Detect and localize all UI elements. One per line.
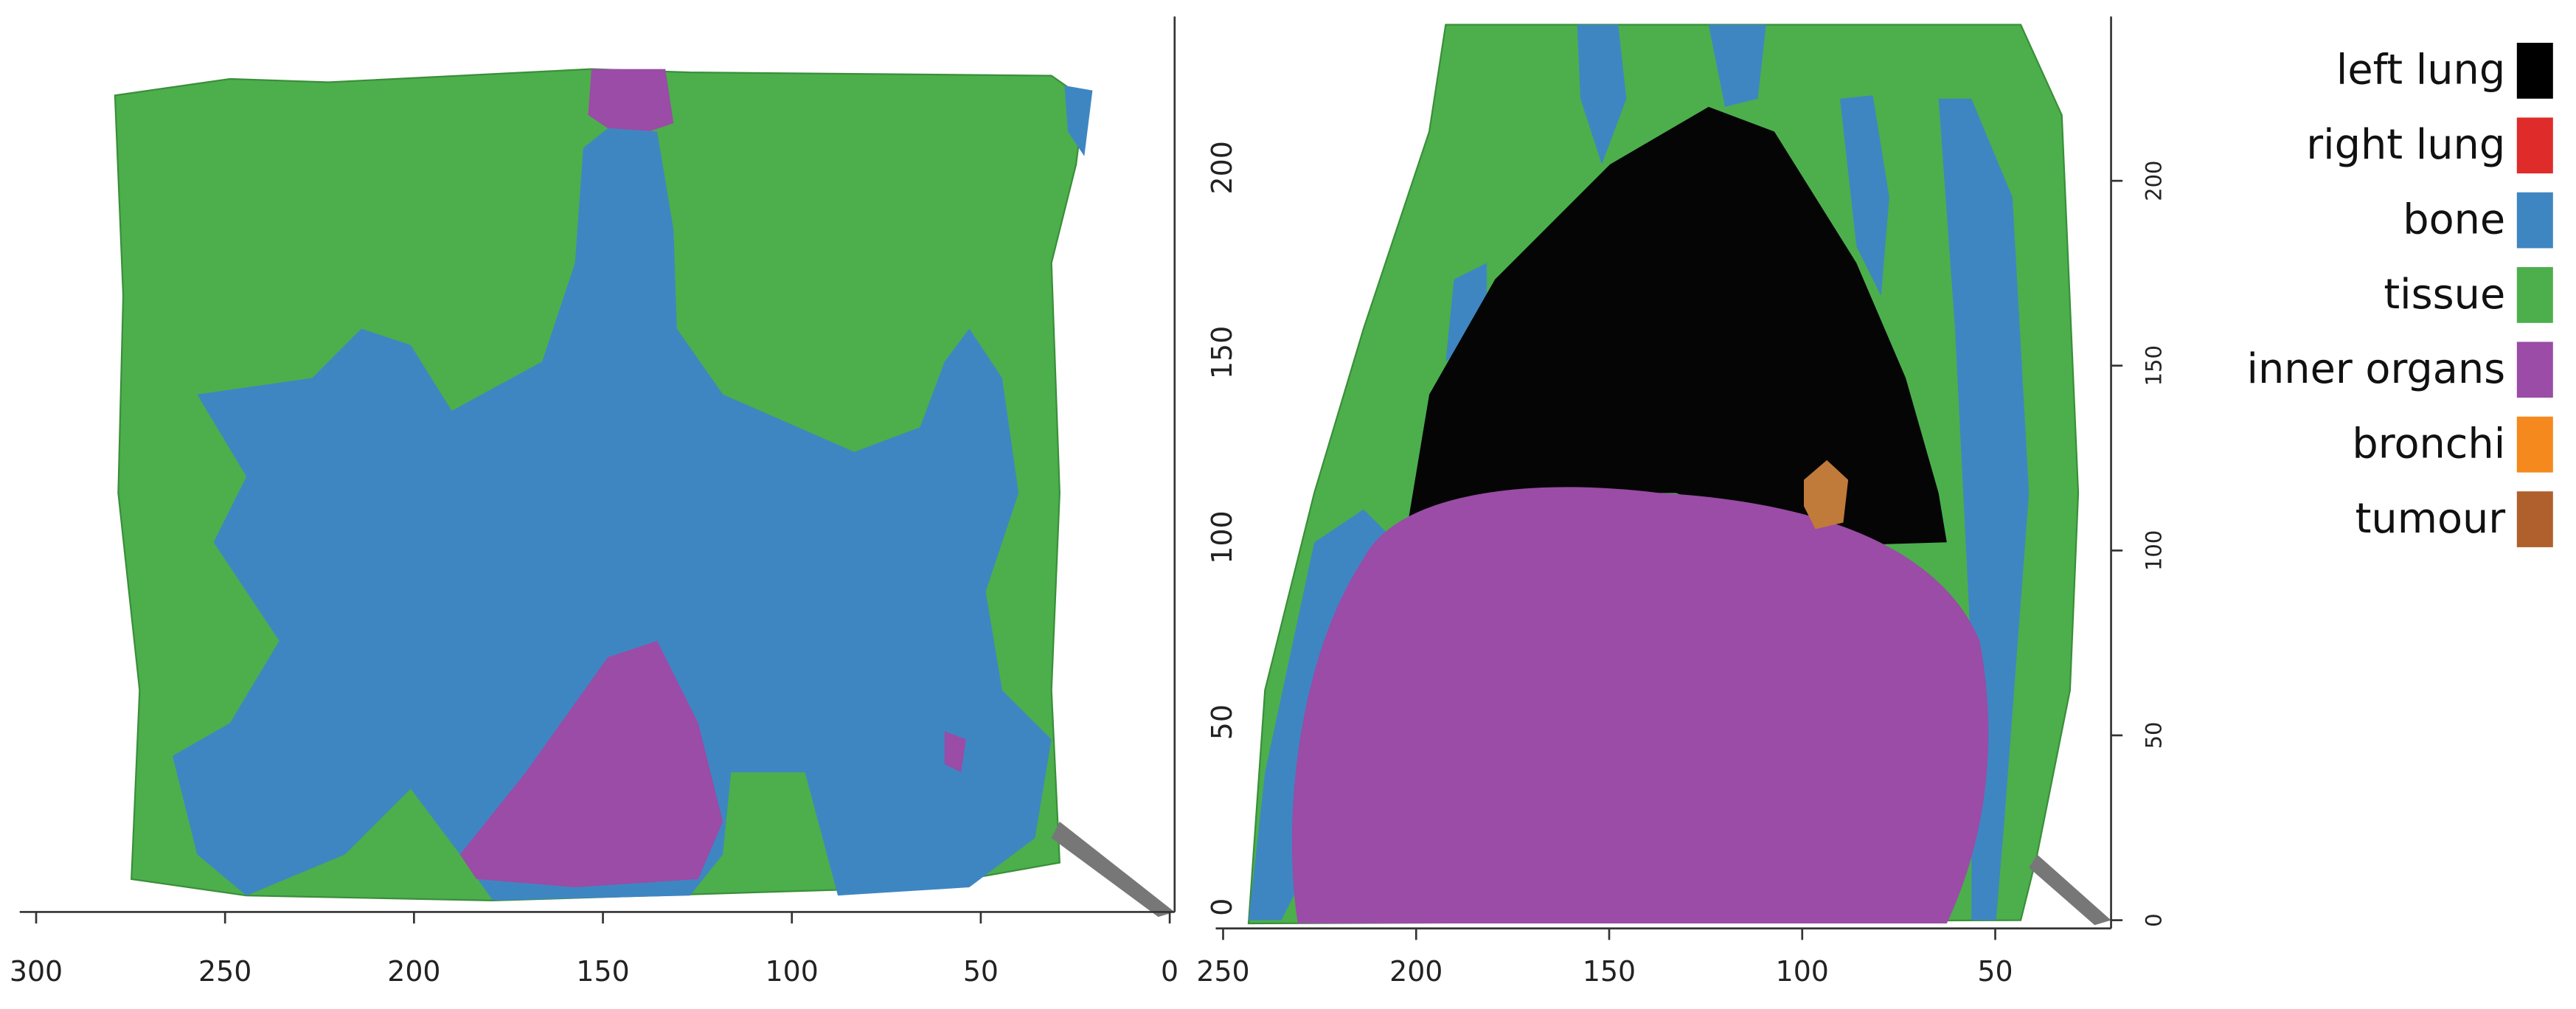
legend: left lung right lung bone tissue inner organ… xyxy=(2247,43,2553,547)
legend-swatch xyxy=(2516,267,2553,323)
x-tick-label: 250 xyxy=(198,955,251,988)
y-tick-label: 200 xyxy=(1206,141,1238,194)
legend-label: inner organs xyxy=(2247,345,2506,393)
legend-swatch xyxy=(2516,117,2553,174)
y-tick-label: 200 xyxy=(2142,161,2167,201)
x-tick-label: 100 xyxy=(765,955,819,988)
legend-label: right lung xyxy=(2306,121,2505,169)
legend-label: bronchi xyxy=(2352,420,2505,468)
y-tick-label: 100 xyxy=(1206,510,1238,564)
x-tick-label: 300 xyxy=(10,955,63,988)
legend-swatch xyxy=(2516,43,2553,99)
legend-swatch xyxy=(2516,491,2553,547)
legend-label: tissue xyxy=(2384,271,2505,319)
left-mesh xyxy=(114,68,1175,918)
x-tick-label: 0 xyxy=(1161,955,1178,988)
legend-swatch xyxy=(2516,341,2553,398)
x-tick-label: 150 xyxy=(1583,955,1636,988)
legend-label: tumour xyxy=(2355,495,2506,543)
y-tick-label: 150 xyxy=(1206,326,1238,379)
x-tick-label: 100 xyxy=(1776,955,1829,988)
legend-label: left lung xyxy=(2336,46,2505,94)
x-tick-label: 50 xyxy=(1977,955,2013,988)
y-tick-label: 150 xyxy=(2142,345,2167,386)
legend-swatch xyxy=(2516,416,2553,473)
x-tick-label: 250 xyxy=(1196,955,1249,988)
x-tick-label: 200 xyxy=(1389,955,1443,988)
right-mesh xyxy=(1247,24,2111,926)
y-tick-label: 0 xyxy=(2142,913,2167,926)
legend-swatch xyxy=(2516,192,2553,249)
y-tick-label: 100 xyxy=(2142,530,2167,571)
x-tick-label: 150 xyxy=(576,955,629,988)
y-tick-label: 50 xyxy=(1206,704,1238,740)
ticks: 300 250 200 150 100 50 0 250 200 150 100 50 0 50 100 15… xyxy=(10,141,2167,988)
x-tick-label: 200 xyxy=(387,955,440,988)
x-tick-label: 50 xyxy=(963,955,999,988)
y-tick-label: 50 xyxy=(2142,722,2167,749)
legend-label: bone xyxy=(2403,195,2505,243)
y-tick-label: 0 xyxy=(1206,898,1238,916)
